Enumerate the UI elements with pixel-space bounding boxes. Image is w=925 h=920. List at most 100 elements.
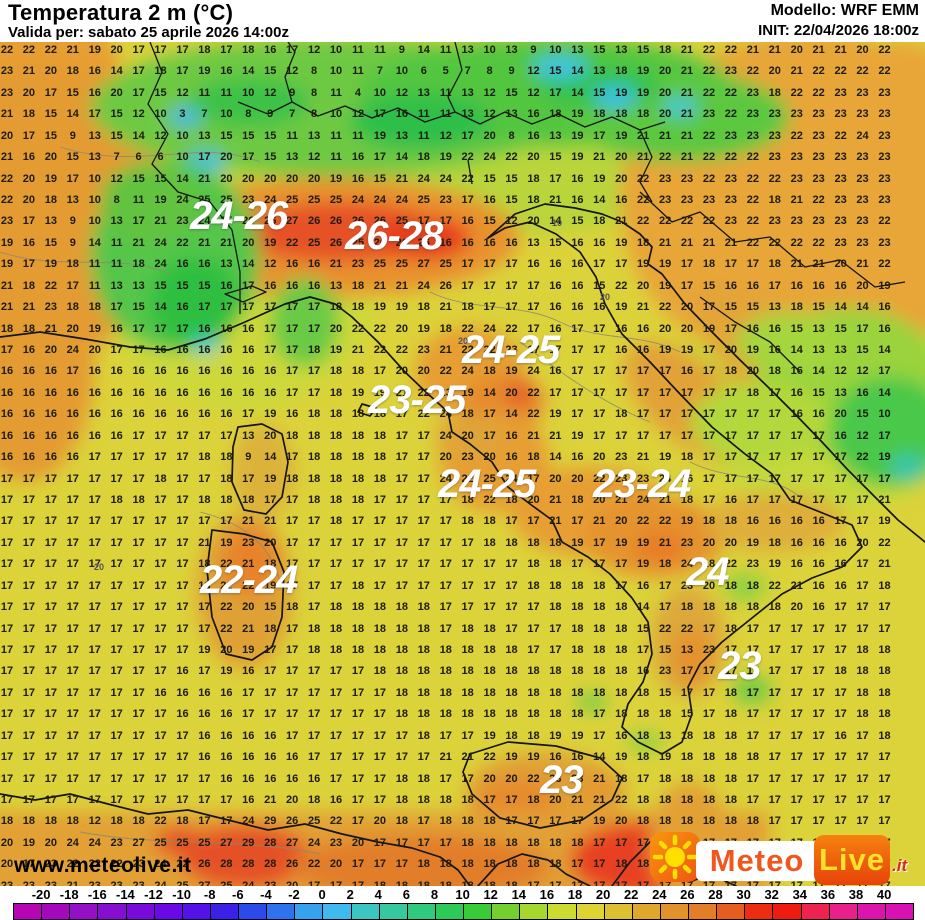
- temp-value: 18: [483, 622, 496, 635]
- temp-value: 10: [483, 44, 496, 56]
- temp-value: 17: [680, 408, 694, 421]
- temp-value: 15: [505, 172, 518, 185]
- temp-value: 16: [110, 429, 123, 442]
- temp-value: 16: [812, 515, 825, 528]
- temp-value: 24: [856, 129, 869, 142]
- temp-value: 17: [176, 451, 189, 464]
- temp-value: 17: [0, 644, 14, 657]
- temp-value: 17: [373, 494, 387, 507]
- temp-value: 13: [461, 86, 474, 99]
- temp-value: 17: [505, 515, 518, 528]
- temp-value: 17: [154, 708, 167, 721]
- temp-value: 23: [812, 129, 825, 142]
- temp-value: 20: [264, 172, 277, 185]
- temp-grid-row: 17 17 17 17 17 18 18 17 17 18 18 18 17 17 18 18 18 17 17 17…: [0, 489, 906, 511]
- temp-value: 16: [615, 344, 628, 357]
- temp-value: 17: [856, 729, 869, 742]
- temp-value: 24: [242, 815, 255, 828]
- temp-value: 17: [593, 858, 606, 871]
- temp-value: 15: [483, 215, 496, 228]
- temp-value: 16: [615, 194, 628, 206]
- temp-value: 17: [856, 558, 869, 571]
- watermark-url[interactable]: www.meteolive.it: [14, 854, 192, 877]
- temp-value: 17: [132, 601, 145, 614]
- temp-value: 24: [658, 472, 672, 485]
- temp-value: 24: [439, 429, 452, 442]
- temp-value: 21: [461, 751, 474, 764]
- temp-value: 17: [702, 879, 716, 886]
- temp-value: 20: [242, 236, 255, 249]
- temp-value: 20: [0, 858, 14, 871]
- temp-value: 17: [198, 429, 211, 442]
- temp-value: 18: [637, 236, 650, 249]
- temp-value: 18: [680, 601, 694, 614]
- temp-value: 22: [746, 151, 759, 164]
- scale-color-cell: [323, 904, 352, 919]
- temp-value: 13: [834, 344, 847, 357]
- temp-value: 19: [680, 344, 694, 357]
- temp-value: 17: [549, 386, 562, 399]
- temp-value: 21: [658, 129, 672, 142]
- temp-grid-row: 23 20 17 15 16 20 17 15 12 11 11 10 12 9 8 11 4 10 12 13 11 1…: [0, 82, 906, 104]
- temp-value: 22: [746, 236, 759, 249]
- temp-value: 18: [198, 44, 211, 56]
- temp-value: 17: [88, 686, 101, 699]
- temp-value: 28: [220, 858, 233, 871]
- temp-value: 22: [461, 172, 474, 185]
- temp-value: 9: [69, 236, 76, 249]
- temp-value: 19: [22, 836, 36, 849]
- temp-value: 17: [110, 794, 123, 807]
- temp-value: 16: [88, 65, 101, 78]
- temp-value: 19: [373, 301, 387, 314]
- temp-value: 27: [198, 879, 211, 886]
- temp-value: 14: [395, 151, 408, 164]
- temp-value: 14: [110, 65, 123, 78]
- temp-grid-row: 21 18 22 17 11 13 13 15 15 15 16 17 16 16 16 13 18 21 21 24…: [0, 275, 906, 297]
- temp-value: 17: [66, 172, 79, 185]
- temp-value: 23: [768, 129, 781, 142]
- temp-value: 23: [812, 215, 825, 228]
- temp-value: 17: [132, 686, 145, 699]
- scale-tick-label: 24: [652, 887, 667, 902]
- temp-value: 10: [88, 194, 101, 206]
- temp-value: 26: [286, 815, 299, 828]
- temp-grid-row: 18 18 18 18 12 18 18 22 18 17 17 24 29 26 25 22 17 20 18 17…: [0, 810, 906, 832]
- temp-value: 15: [505, 86, 518, 99]
- temp-value: 18: [351, 579, 365, 592]
- temp-value: 18: [395, 644, 408, 657]
- temp-value: 14: [878, 386, 891, 399]
- temp-value: 17: [110, 729, 123, 742]
- temp-value: 23: [834, 86, 847, 99]
- temp-value: 17: [88, 794, 101, 807]
- temp-value: 23: [0, 86, 14, 99]
- temp-value: 12: [834, 365, 847, 378]
- temp-grid-row: 16 16 16 16 16 16 17 17 17 17 17 13 20 18 18 18 18 18 17 17…: [0, 425, 906, 447]
- temp-value: 18: [329, 301, 343, 314]
- temp-value: 19: [615, 129, 628, 142]
- scale-tick-label: 28: [708, 887, 723, 902]
- scale-color-cell: [210, 904, 239, 919]
- temp-value: 17: [790, 622, 803, 635]
- temp-value: 17: [110, 601, 123, 614]
- temp-value: 15: [549, 151, 562, 164]
- temp-value: 15: [812, 386, 825, 399]
- temp-value: 25: [439, 258, 452, 271]
- temp-value: 22: [812, 65, 825, 78]
- temp-value: 17: [66, 365, 79, 378]
- temp-value: 18: [571, 601, 584, 614]
- temp-value: 15: [66, 151, 79, 164]
- temp-value: 17: [220, 815, 233, 828]
- temp-value: 15: [834, 322, 847, 335]
- temp-value: 17: [176, 579, 189, 592]
- temp-value: 21: [790, 65, 803, 78]
- temp-value: 23: [878, 108, 891, 121]
- temp-value: 17: [373, 558, 387, 571]
- temp-value: 18: [724, 365, 738, 378]
- temp-value: 18: [351, 622, 365, 635]
- temp-value: 17: [856, 772, 869, 785]
- temp-value: 17: [0, 494, 14, 507]
- temp-value: 20: [44, 344, 57, 357]
- temp-value: 21: [790, 579, 803, 592]
- meteolive-logo[interactable]: Meteo Live .it: [648, 828, 922, 886]
- temp-value: 17: [198, 472, 211, 485]
